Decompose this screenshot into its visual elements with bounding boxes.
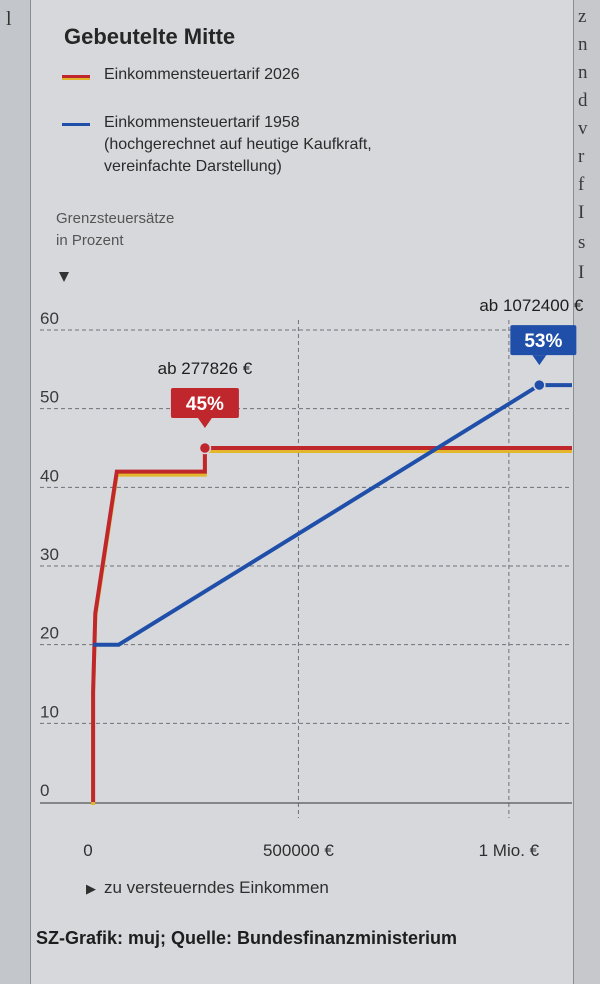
legend-label-1958: Einkommensteuertarif 1958 (hochgerechnet… <box>104 112 372 178</box>
chart-title: Gebeutelte Mitte <box>64 24 236 49</box>
y-tick-label: 0 <box>40 781 49 800</box>
annotation-value-label: 45% <box>186 394 224 415</box>
legend-label-line: Einkommensteuertarif 1958 <box>104 114 300 131</box>
annotation-value-label: 53% <box>524 331 562 352</box>
y-tick-label: 60 <box>40 309 59 328</box>
y-axis-label-line: Grenzsteuersätze <box>56 210 175 227</box>
y-tick-label: 10 <box>40 702 59 721</box>
legend-item-2026: Einkommensteuertarif 2026 <box>62 64 300 86</box>
x-tick-label: 0 <box>83 841 92 860</box>
legend-swatch-2026 <box>62 75 90 78</box>
x-axis-label: ▶ zu versteuerndes Einkommen <box>86 878 329 898</box>
legend-label-line: Einkommensteuertarif 2026 <box>104 66 300 83</box>
y-tick-label: 30 <box>40 545 59 564</box>
y-axis-arrow-icon <box>59 272 69 282</box>
column-rule-right <box>573 0 574 984</box>
legend-label-line: (hochgerechnet auf heutige Kaufkraft, <box>104 136 372 153</box>
column-rule-left <box>30 0 31 984</box>
source-credit: SZ-Grafik: muj; Quelle: Bundesfinanzmini… <box>36 928 458 948</box>
adjacent-text-fragment: l <box>6 8 12 30</box>
legend-label-line: vereinfachte Darstellung) <box>104 158 282 175</box>
series-line-1958 <box>93 383 572 647</box>
adjacent-text-fragment: I <box>578 202 585 223</box>
x-axis-arrow-icon: ▶ <box>86 881 96 896</box>
y-axis-label: Grenzsteuersätze in Prozent <box>56 208 174 252</box>
legend-label-2026: Einkommensteuertarif 2026 <box>104 64 300 86</box>
adjacent-text-fragment: s <box>578 232 586 253</box>
y-tick-label: 50 <box>40 388 59 407</box>
annotation-badge <box>510 325 577 356</box>
y-axis-label-line: in Prozent <box>56 232 124 249</box>
x-tick-label: 500000 € <box>263 841 334 860</box>
annotation-marker <box>533 378 546 392</box>
legend-swatch-1958 <box>62 123 90 126</box>
adjacent-text-fragment: I <box>578 262 585 283</box>
x-axis-label-text: zu versteuerndes Einkommen <box>104 878 329 897</box>
adjacent-column-left: l <box>0 0 30 984</box>
annotation-caption: ab 1072400 € <box>479 296 584 315</box>
chart-panel <box>30 0 574 984</box>
annotation-caption: ab 277826 € <box>158 359 253 378</box>
x-tick-label: 1 Mio. € <box>479 841 540 860</box>
y-tick-label: 40 <box>40 466 59 485</box>
annotation-badge-pointer <box>532 355 547 366</box>
adjacent-text-fragment: n <box>578 62 588 83</box>
adjacent-text-fragment: z <box>578 6 587 27</box>
annotation-marker <box>198 441 212 455</box>
series-line-2026 <box>91 446 572 802</box>
adjacent-text-fragment: n <box>578 34 588 55</box>
y-tick-label: 20 <box>40 624 59 643</box>
adjacent-text-fragment: v <box>578 118 588 139</box>
adjacent-text-fragment: f <box>578 174 585 195</box>
adjacent-text-fragment: d <box>578 90 588 111</box>
annotation-badge <box>170 388 239 418</box>
adjacent-text-fragment: r <box>578 146 585 167</box>
series-shadow-2026 <box>91 449 572 805</box>
legend-item-1958: Einkommensteuertarif 1958 (hochgerechnet… <box>62 112 372 178</box>
annotation-badge-pointer <box>197 418 212 428</box>
